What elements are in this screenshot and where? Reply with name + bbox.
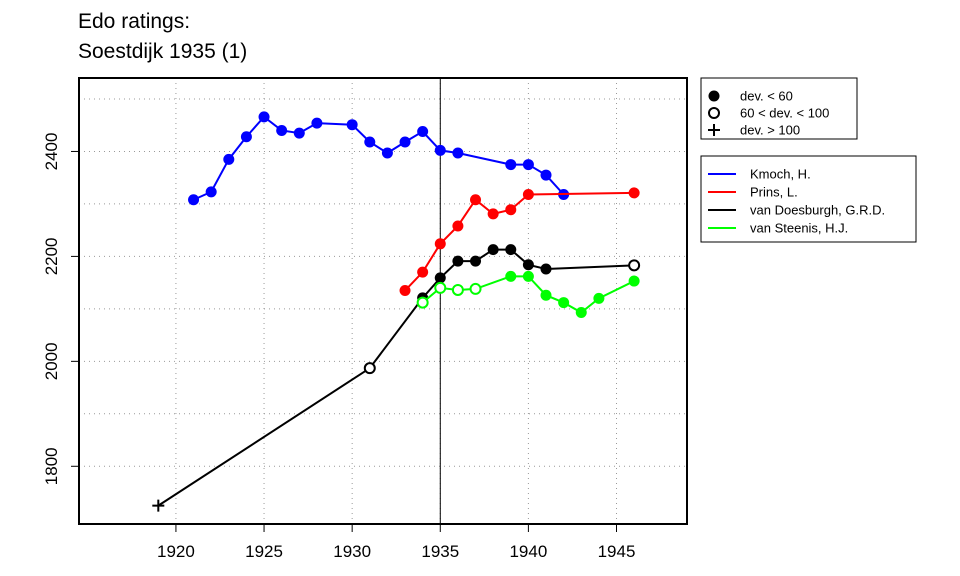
legend-series-label: Prins, L. — [750, 185, 798, 200]
chart-title-line-2: Soestdijk 1935 (1) — [78, 40, 248, 63]
data-point — [452, 255, 464, 267]
legend-marker-label: dev. < 60 — [740, 89, 793, 104]
data-point — [487, 208, 499, 220]
x-tick-label: 1935 — [421, 542, 459, 561]
data-point — [434, 272, 446, 284]
marker-legend-box — [700, 77, 858, 140]
series-legend-box — [700, 155, 917, 243]
data-point — [381, 147, 393, 159]
data-point — [505, 159, 517, 171]
data-point — [628, 259, 641, 272]
data-point — [487, 244, 499, 256]
data-point — [593, 292, 605, 304]
data-point — [470, 255, 482, 267]
data-point — [240, 131, 252, 143]
x-tick-label: 1930 — [333, 542, 371, 561]
data-point — [558, 297, 570, 309]
data-point — [205, 186, 217, 198]
marker-legend: dev. < 60 60 < dev. < 100 dev. > 100 — [700, 77, 858, 140]
y-tick-label: 2400 — [42, 133, 61, 171]
data-point — [258, 111, 270, 123]
data-point — [505, 270, 517, 282]
data-point — [575, 307, 587, 319]
x-tick-label: 1920 — [157, 542, 195, 561]
data-point — [293, 127, 305, 139]
data-point — [416, 296, 429, 309]
y-tick-label: 1800 — [42, 447, 61, 485]
y-tick-label: 2200 — [42, 237, 61, 275]
series-line — [157, 248, 635, 507]
data-point — [522, 270, 534, 282]
data-point — [505, 244, 517, 256]
data-point — [628, 275, 640, 287]
data-point — [540, 169, 552, 181]
data-point — [470, 194, 482, 206]
data-point — [505, 204, 517, 216]
plot-frame — [78, 77, 688, 525]
data-point — [451, 283, 464, 296]
data-point — [363, 362, 376, 375]
legend-series-label: Kmoch, H. — [750, 167, 811, 182]
legend-marker-plus — [708, 124, 720, 136]
data-point — [522, 159, 534, 171]
legend-marker-label: dev. > 100 — [740, 123, 800, 138]
y-tick-label: 2000 — [42, 342, 61, 380]
data-point — [434, 281, 447, 294]
data-point — [346, 119, 358, 131]
axes: 1920 1925 1930 1935 1940 1945 1800 2000 2200 2400 — [42, 133, 635, 561]
x-tick-label: 1945 — [598, 542, 636, 561]
data-point — [522, 188, 534, 200]
legend-series-label: van Steenis, H.J. — [750, 221, 848, 236]
data-point — [364, 136, 376, 148]
legend-marker-open — [708, 107, 720, 119]
data-point — [311, 117, 323, 129]
data-point — [628, 187, 640, 199]
data-point — [469, 282, 482, 295]
data-point — [417, 126, 429, 138]
data-point — [540, 289, 552, 301]
x-tick-label: 1925 — [245, 542, 283, 561]
x-tick-label: 1940 — [509, 542, 547, 561]
series-layer — [152, 111, 641, 512]
data-point — [452, 147, 464, 159]
data-point — [276, 124, 288, 136]
data-point — [452, 220, 464, 232]
data-point — [434, 144, 446, 156]
legend-series-label: van Doesburgh, G.R.D. — [750, 203, 885, 218]
data-point — [540, 263, 552, 275]
data-point — [152, 499, 165, 512]
data-point — [399, 136, 411, 148]
data-point — [434, 238, 446, 250]
data-point — [417, 266, 429, 278]
legend-marker-filled — [708, 90, 720, 102]
data-point — [223, 153, 235, 165]
chart-title-line-1: Edo ratings: — [78, 10, 191, 33]
data-point — [399, 285, 411, 297]
data-point — [522, 259, 534, 271]
series-line — [193, 115, 565, 201]
series-legend: Kmoch, H. Prins, L. van Doesburgh, G.R.D. v… — [700, 155, 917, 243]
legend-marker-label: 60 < dev. < 100 — [740, 106, 829, 121]
data-point — [188, 194, 200, 206]
